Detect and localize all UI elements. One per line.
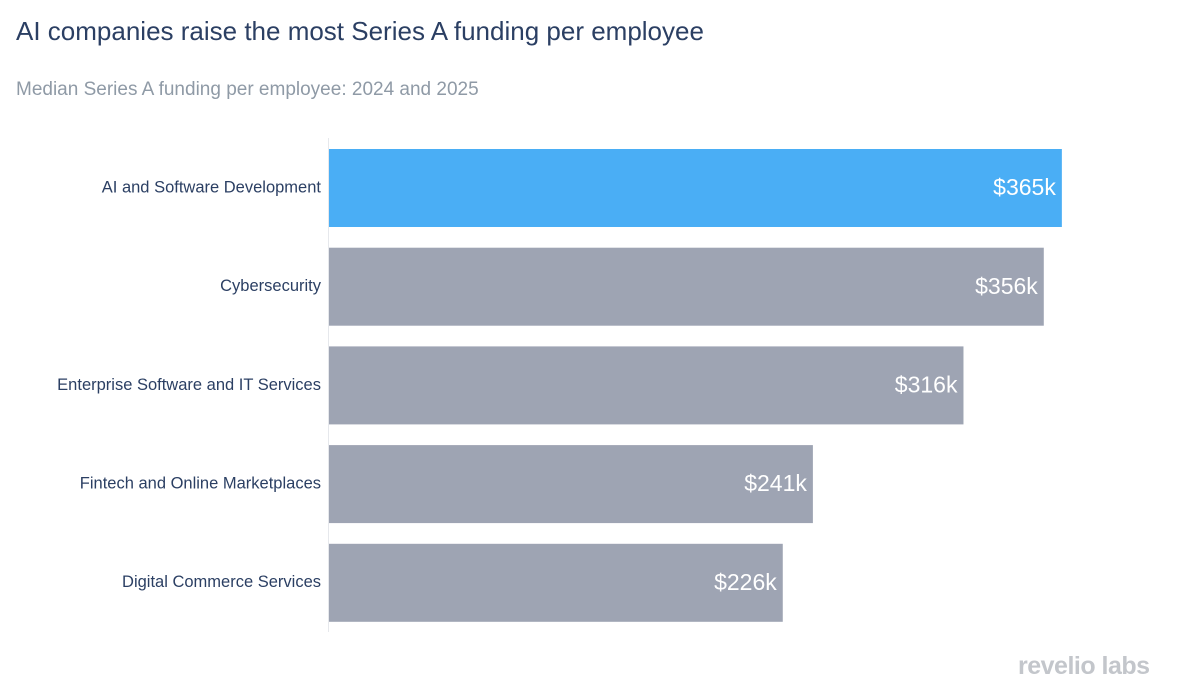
value-label-2: $356k <box>975 273 1038 299</box>
bar-series: AI and Software Development $365k Cybersec… <box>57 149 1062 622</box>
category-label-3: Enterprise Software and IT Services <box>57 376 321 394</box>
bar-5 <box>329 543 783 622</box>
revelio-labs-logo: revelio labs <box>1018 652 1150 680</box>
chart-subtitle: Median Series A funding per employee: 20… <box>16 79 479 100</box>
category-label-1: AI and Software Development <box>102 178 322 196</box>
bar-2 <box>329 247 1044 326</box>
value-label-4: $241k <box>744 470 807 496</box>
value-label-1: $365k <box>993 174 1056 200</box>
chart-title: AI companies raise the most Series A fun… <box>16 16 704 46</box>
bar-3 <box>329 346 964 425</box>
category-label-4: Fintech and Online Marketplaces <box>80 474 321 492</box>
bar-1 <box>329 149 1062 227</box>
value-label-5: $226k <box>714 569 777 595</box>
value-label-3: $316k <box>895 371 958 397</box>
bar-4 <box>329 445 813 524</box>
category-label-5: Digital Commerce Services <box>122 573 321 591</box>
category-label-2: Cybersecurity <box>220 277 322 295</box>
